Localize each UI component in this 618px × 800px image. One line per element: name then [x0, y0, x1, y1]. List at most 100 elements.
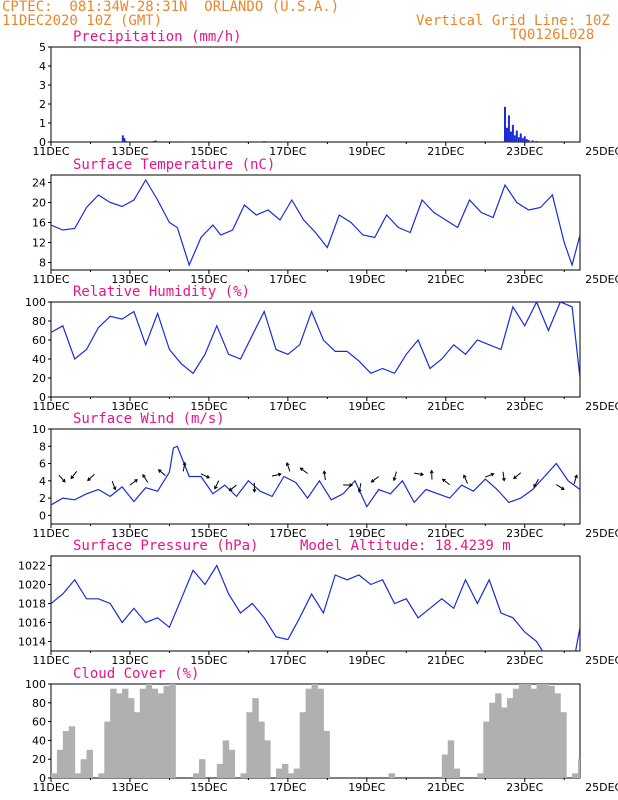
precip-bar	[531, 140, 534, 142]
cloud-bar	[483, 721, 490, 778]
cloud-bar	[512, 688, 520, 778]
x-tick-label: 11DEC	[32, 781, 69, 794]
panel-wind: 0 2 4 6 8 10 11DEC 13DEC 15DEC 17DEC 19DEC 21DEC 23D…	[32, 411, 618, 540]
wind-arrow	[513, 472, 522, 479]
precip-bar	[523, 136, 526, 142]
wind-arrow-head	[61, 478, 66, 483]
y-tick-label: 20	[32, 753, 46, 766]
cloud-bar	[441, 754, 449, 778]
wind-arrow-head	[214, 485, 218, 490]
cloud-bar	[193, 773, 200, 778]
wind-arrow	[573, 475, 578, 484]
panel-precipitation: 0 1 2 3 4 5 11DEC 13DEC 15DEC 17DEC 19DEC 21DEC 23DE…	[32, 29, 618, 158]
panel-title: Surface Pressure (hPa)	[73, 538, 258, 554]
cloud-bar	[169, 684, 176, 778]
panel-title: Surface Temperature (nC)	[73, 157, 275, 173]
wind-arrow-head	[533, 483, 537, 488]
series-line-pressure	[51, 564, 580, 651]
header-station: CPTEC: 081:34W-28:31N ORLANDO (U.S.A.)	[2, 0, 340, 15]
precip-bar	[517, 137, 520, 142]
cloud-bar	[299, 712, 307, 778]
wind-arrow-head	[277, 472, 282, 477]
cloud-bar	[495, 693, 502, 778]
x-tick-label: 23DEC	[506, 145, 543, 158]
x-tick-label: 19DEC	[348, 527, 385, 540]
x-tick-label: 21DEC	[427, 527, 464, 540]
cloud-bar	[542, 684, 549, 778]
wind-arrow-head	[182, 461, 187, 466]
wind-arrow	[271, 473, 281, 477]
wind-arrow	[463, 475, 468, 484]
y-tick-label: 6	[39, 458, 46, 471]
wind-arrow-head	[392, 477, 397, 482]
x-tick-label: 11DEC	[32, 400, 69, 413]
cloud-bar	[62, 731, 70, 778]
wind-arrow	[58, 474, 66, 483]
y-tick-label: 0	[39, 391, 46, 404]
y-tick-label: 0	[39, 136, 46, 149]
precip-bar	[509, 131, 512, 142]
precip-bar	[513, 135, 516, 142]
cloud-bar	[554, 693, 561, 778]
cloud-bar	[489, 702, 496, 778]
cloud-bar	[240, 773, 247, 778]
wind-arrow-head	[134, 479, 138, 483]
wind-arrow	[323, 471, 326, 481]
x-tick-label: 19DEC	[348, 654, 385, 667]
precip-bar	[503, 106, 506, 142]
cloud-bar	[317, 688, 324, 778]
x-tick-label: 23DEC	[506, 400, 543, 413]
cloud-bar	[453, 768, 461, 778]
cloud-bar	[163, 685, 170, 778]
wind-arrow-head	[357, 489, 362, 493]
x-tick-label: 15DEC	[190, 145, 227, 158]
wind-arrow-head	[87, 477, 91, 482]
cloud-bar	[222, 740, 230, 778]
cloud-bar	[157, 693, 165, 778]
wind-arrow-head	[157, 469, 162, 473]
y-tick-label: 4	[39, 60, 46, 73]
wind-arrow	[442, 478, 451, 486]
y-tick-label: 8	[39, 440, 46, 453]
panel-pressure: 1014 1016 1018 1020 1022 11DEC 13DEC 15DEC 17DEC…	[18, 538, 618, 667]
panel-cloud-cover: 0 20 40 60 80 100 11DEC 13DEC 15DEC 17DEC 19DEC 21D…	[25, 666, 618, 794]
x-tick-label: 15DEC	[190, 654, 227, 667]
cloud-bar	[127, 698, 135, 778]
wind-arrow-head	[322, 470, 327, 475]
wind-arrow	[533, 478, 539, 488]
x-tick-label: 17DEC	[269, 527, 306, 540]
y-tick-label: 1016	[18, 617, 46, 630]
wind-arrow	[142, 474, 149, 483]
wind-arrow-head	[370, 479, 375, 483]
y-tick-label: 0	[39, 772, 46, 785]
cloud-bar	[530, 688, 538, 778]
y-tick-label: 1	[39, 117, 46, 130]
precip-bar	[188, 141, 191, 142]
precip-bar	[154, 140, 157, 142]
y-tick-label: 40	[32, 353, 46, 366]
y-tick-label: 0	[39, 509, 46, 522]
cloud-bar	[139, 688, 147, 778]
header-grid-note: Vertical Grid Line: 10Z	[416, 13, 610, 29]
x-tick-label: 21DEC	[427, 654, 464, 667]
cloud-bar	[246, 712, 253, 778]
cloud-bar	[228, 749, 236, 778]
cloud-bar	[477, 773, 484, 778]
panel-temperature: 8 12 16 20 24 11DEC 13DEC 15DEC 17DEC 19DEC 21DEC 2…	[32, 157, 618, 286]
y-tick-label: 2	[39, 492, 46, 505]
cloud-bar	[305, 688, 313, 778]
plot-frame	[50, 174, 581, 271]
wind-arrow	[200, 473, 210, 479]
cloud-bar	[68, 726, 76, 778]
cloud-bar	[276, 768, 283, 778]
x-tick-label: 13DEC	[111, 781, 148, 794]
wind-arrow	[129, 479, 138, 486]
y-tick-label: 5	[39, 41, 46, 54]
cloud-bar	[133, 712, 141, 778]
y-tick-label: 40	[32, 734, 46, 747]
cloud-bar	[104, 721, 111, 778]
cloud-bar	[86, 749, 93, 778]
wind-arrow-head	[252, 488, 257, 493]
wind-arrow	[393, 471, 397, 481]
